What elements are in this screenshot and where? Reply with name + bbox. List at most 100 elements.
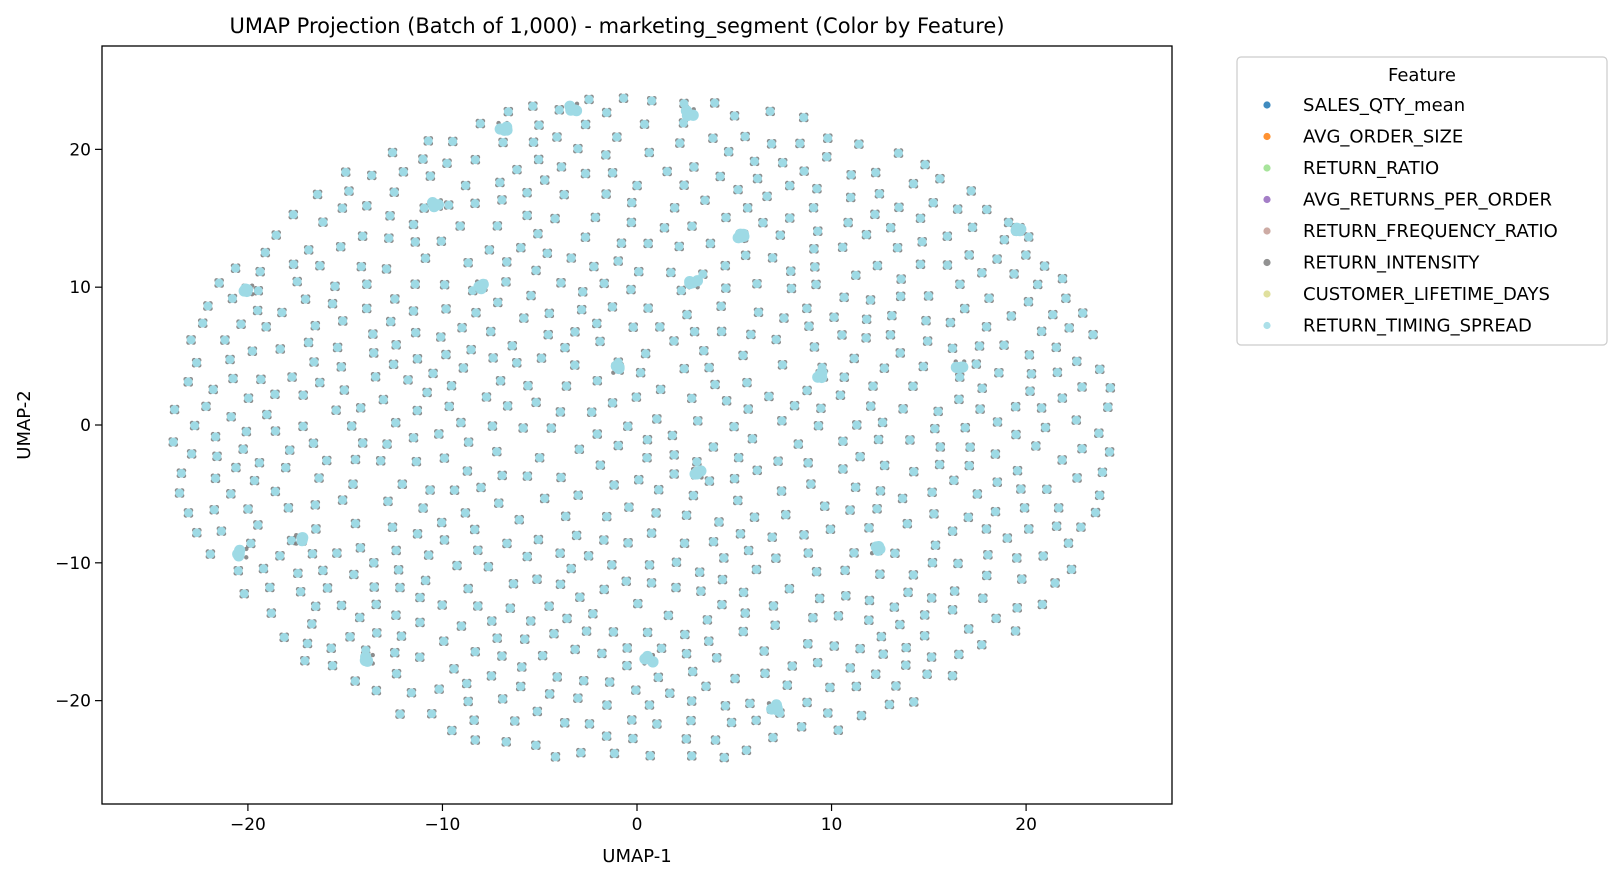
- data-point: [372, 628, 382, 638]
- data-point: [261, 322, 271, 332]
- y-tick-label: −10: [55, 554, 91, 574]
- data-point: [849, 548, 859, 558]
- data-point: [825, 682, 835, 693]
- data-point: [669, 469, 679, 479]
- data-point: [300, 655, 310, 666]
- data-point: [994, 367, 1004, 378]
- data-point: [601, 150, 611, 160]
- data-point: [610, 360, 625, 375]
- data-point: [599, 535, 609, 545]
- data-point: [639, 650, 659, 668]
- data-point: [686, 751, 697, 761]
- data-point: [247, 346, 258, 356]
- data-point: [607, 168, 618, 178]
- data-point: [687, 221, 697, 231]
- data-point: [719, 553, 729, 563]
- data-point: [390, 417, 401, 428]
- data-point: [560, 511, 571, 522]
- data-point: [689, 326, 700, 337]
- data-point: [802, 697, 812, 708]
- data-point: [1012, 553, 1022, 563]
- data-point: [371, 685, 382, 696]
- data-point: [837, 330, 847, 340]
- data-point: [710, 379, 720, 390]
- data-point: [981, 204, 992, 215]
- data-point: [934, 459, 945, 470]
- data-point: [740, 250, 751, 261]
- data-point: [225, 354, 235, 365]
- data-point: [396, 631, 407, 641]
- data-point: [723, 146, 734, 157]
- data-point: [423, 136, 434, 146]
- data-point: [865, 401, 876, 411]
- data-point: [721, 212, 731, 223]
- data-point: [569, 360, 580, 370]
- data-point: [556, 277, 566, 288]
- data-point: [266, 608, 277, 618]
- data-point: [921, 315, 931, 326]
- data-point: [898, 404, 908, 414]
- data-point: [484, 245, 495, 255]
- data-point: [700, 195, 710, 206]
- data-point: [851, 420, 862, 430]
- data-point: [1077, 443, 1087, 454]
- data-point: [1051, 521, 1062, 531]
- data-point: [457, 322, 467, 333]
- data-point: [473, 545, 483, 556]
- data-point: [602, 700, 612, 710]
- data-point: [983, 550, 993, 560]
- data-point: [315, 377, 325, 388]
- data-point: [599, 584, 609, 595]
- data-point: [1038, 551, 1048, 561]
- data-point: [387, 147, 398, 158]
- data-point: [434, 684, 444, 694]
- data-point: [410, 279, 420, 290]
- data-point: [609, 480, 619, 490]
- data-point: [798, 112, 809, 123]
- data-point: [391, 545, 401, 556]
- data-point: [369, 582, 380, 592]
- data-point: [861, 229, 872, 240]
- data-point: [631, 685, 641, 695]
- data-point: [503, 106, 514, 117]
- data-point: [522, 471, 533, 481]
- data-point: [676, 285, 687, 296]
- data-point: [415, 592, 425, 603]
- data-point: [350, 676, 361, 686]
- data-point: [642, 452, 652, 463]
- data-point: [443, 200, 454, 210]
- data-point: [497, 470, 508, 481]
- data-point: [840, 565, 850, 576]
- data-point: [339, 385, 350, 395]
- data-point: [220, 335, 230, 345]
- data-point: [803, 458, 813, 468]
- data-point: [231, 462, 241, 473]
- data-point: [751, 715, 761, 726]
- data-point: [741, 745, 752, 756]
- data-point: [891, 681, 901, 691]
- data-point: [412, 354, 423, 364]
- data-point: [502, 538, 512, 549]
- data-point: [799, 166, 809, 176]
- data-point: [514, 514, 525, 525]
- data-point: [1063, 538, 1074, 548]
- data-point: [784, 583, 795, 594]
- data-point: [447, 136, 458, 147]
- data-point: [370, 372, 381, 382]
- data-point: [760, 668, 770, 679]
- data-point: [214, 278, 224, 288]
- data-point: [486, 616, 497, 626]
- data-point: [887, 310, 897, 321]
- data-point: [808, 612, 818, 623]
- data-point: [501, 277, 511, 287]
- legend-label: RETURN_FREQUENCY_RATIO: [1303, 221, 1558, 242]
- data-point: [920, 159, 930, 170]
- data-point: [999, 340, 1009, 350]
- data-point: [908, 381, 918, 392]
- data-point: [613, 256, 623, 266]
- data-point: [884, 699, 895, 710]
- data-point: [607, 302, 618, 312]
- data-point: [753, 307, 764, 318]
- data-point: [894, 202, 904, 213]
- data-point: [752, 173, 763, 184]
